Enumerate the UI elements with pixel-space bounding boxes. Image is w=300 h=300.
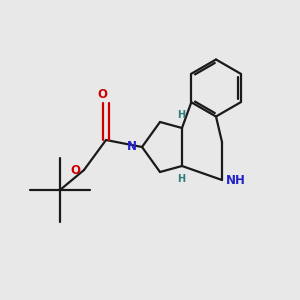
Text: H: H [177, 174, 185, 184]
Text: N: N [127, 140, 137, 152]
Text: O: O [97, 88, 107, 100]
Text: O: O [70, 164, 80, 176]
Text: NH: NH [226, 175, 246, 188]
Text: H: H [177, 110, 185, 120]
